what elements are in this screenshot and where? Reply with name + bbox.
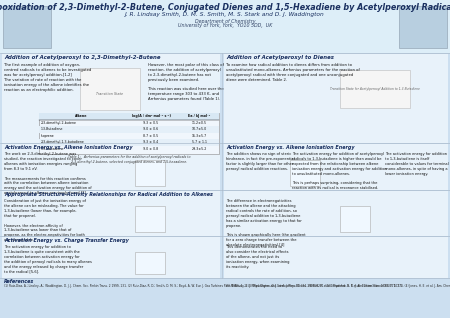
Bar bbox=[80, 68, 140, 110]
Bar bbox=[399, 6, 447, 48]
Text: To examine how radical addition to dienes differs from addition to
unsubstituted: To examine how radical addition to diene… bbox=[226, 63, 360, 82]
Text: 8.7 ± 0.5: 8.7 ± 0.5 bbox=[144, 134, 158, 138]
Text: This demonstrates the need to
also consider the electrical effects
of the alkene: This demonstrates the need to also consi… bbox=[226, 245, 289, 269]
Text: 15.3±5.7: 15.3±5.7 bbox=[191, 134, 207, 138]
Text: 10.7±5.0: 10.7±5.0 bbox=[191, 127, 207, 131]
Text: 2,3-dimethyl-1,3-butadiene: 2,3-dimethyl-1,3-butadiene bbox=[41, 140, 85, 144]
Text: 2,3-dimethyl-2-butene: 2,3-dimethyl-2-butene bbox=[41, 121, 77, 125]
Text: The activation energy for addition
to 1,3-butadiene is itself
considerable to va: The activation energy for addition to 1,… bbox=[385, 152, 449, 176]
Text: 1,3-Butadiene: 1,3-Butadiene bbox=[41, 127, 63, 131]
Text: log(A / dm³ mol⁻¹ s⁻¹): log(A / dm³ mol⁻¹ s⁻¹) bbox=[131, 114, 171, 118]
Text: The work on 2,3-dimethyl-2-butene was
studied, the reaction investigated to cove: The work on 2,3-dimethyl-2-butene was st… bbox=[4, 152, 92, 195]
Bar bbox=[0, 278, 450, 318]
Bar bbox=[2, 144, 220, 190]
Bar bbox=[39, 126, 219, 133]
Text: Appropriate Structure-Activity Relationships for Radical Addition to Alkenes: Appropriate Structure-Activity Relations… bbox=[4, 192, 213, 197]
Text: Activation Energy vs. Charge Transfer Energy: Activation Energy vs. Charge Transfer En… bbox=[4, 238, 129, 243]
Text: Isoprene: Isoprene bbox=[41, 134, 55, 138]
Bar bbox=[2, 54, 220, 143]
Text: 11.2±0.5: 11.2±0.5 bbox=[191, 121, 207, 125]
Bar bbox=[224, 144, 448, 190]
Bar bbox=[39, 113, 219, 154]
Text: 9.3 ± 0.5: 9.3 ± 0.5 bbox=[144, 121, 158, 125]
Text: Alkene: Alkene bbox=[75, 114, 87, 118]
Bar bbox=[224, 54, 448, 143]
Text: J. R. Lindsay Smith, D. M. S. Smith, M. S. Stark and D. J. Waddington: J. R. Lindsay Smith, D. M. S. Smith, M. … bbox=[125, 12, 325, 17]
Bar bbox=[135, 160, 165, 186]
Text: Activation Energy vs. Alkene Ionisation Energy: Activation Energy vs. Alkene Ionisation … bbox=[4, 145, 132, 150]
Text: The difference in electronegativities
between the alkene and the attacking
radic: The difference in electronegativities be… bbox=[226, 199, 306, 247]
Text: The activation energy for addition of acetylperoxyl
radicals to 1,3-butadiene is: The activation energy for addition of ac… bbox=[292, 152, 387, 190]
Text: Ea / kJ mol⁻¹: Ea / kJ mol⁻¹ bbox=[188, 114, 210, 118]
Text: The first example of addition of oxygen-
centred radicals to alkenes to be inves: The first example of addition of oxygen-… bbox=[4, 63, 91, 92]
Bar bbox=[340, 206, 370, 232]
Bar bbox=[290, 160, 320, 186]
Text: Department of Chemistry: Department of Chemistry bbox=[195, 18, 255, 24]
Bar bbox=[135, 206, 165, 232]
Text: (1) Ruiz-Diaz, A.; Lindley, A.; Waddington, D. J. J. Chem. Soc. Perkin Trans. 2 : (1) Ruiz-Diaz, A.; Lindley, A.; Waddingt… bbox=[4, 284, 403, 288]
Text: Consideration of just the ionisation energy of
the alkene can be misleading. The: Consideration of just the ionisation ene… bbox=[4, 199, 86, 242]
Bar bbox=[340, 70, 410, 108]
Text: 9.0 ± 0.8: 9.0 ± 0.8 bbox=[144, 147, 158, 151]
Text: (5) McAmory, E. J. Phys. Chem. and Combustion, 48, 111. (6) Nel, M. et al.; That: (5) McAmory, E. J. Phys. Chem. and Combu… bbox=[226, 284, 450, 288]
Text: 9.0 ± 0.6: 9.0 ± 0.6 bbox=[144, 127, 158, 131]
Text: Epoxidation of 2,3-Dimethyl-2-Butene, Conjugated Dienes and 1,5-Hexadiene by Ace: Epoxidation of 2,3-Dimethyl-2-Butene, Co… bbox=[0, 3, 450, 12]
Bar bbox=[135, 252, 165, 274]
Text: Table 1:   Arrhenius parameters for the addition of acetylperoxyl radicals to
2,: Table 1: Arrhenius parameters for the ad… bbox=[68, 155, 190, 164]
Text: Transition State for Acetylperoxyl Addition to 1,3-Butadiene: Transition State for Acetylperoxyl Addit… bbox=[330, 87, 420, 91]
Text: 29.3±5.2: 29.3±5.2 bbox=[191, 147, 207, 151]
Text: Activation Energy vs. Alkene Ionisation Energy: Activation Energy vs. Alkene Ionisation … bbox=[226, 145, 355, 150]
Text: References: References bbox=[4, 279, 34, 284]
Text: The activation energy for addition to
1,3-butadiene is quite consistent with the: The activation energy for addition to 1,… bbox=[4, 245, 92, 273]
Text: Transition State: Transition State bbox=[96, 92, 124, 96]
Bar bbox=[2, 237, 220, 278]
Text: 9.3 ± 0.4: 9.3 ± 0.4 bbox=[144, 140, 158, 144]
Bar bbox=[224, 191, 448, 236]
Text: 5.7 ± 1.1: 5.7 ± 1.1 bbox=[192, 140, 207, 144]
Bar bbox=[39, 139, 219, 146]
Text: Addition of Acetylperoxyl to Dienes: Addition of Acetylperoxyl to Dienes bbox=[226, 55, 334, 60]
Text: Addition of Acetylperoxyl to 2,3-Dimethyl-2-Butene: Addition of Acetylperoxyl to 2,3-Dimethy… bbox=[4, 55, 161, 60]
Text: The addition shows no sign of steric
hindrance, in fact the pre-exponential
fact: The addition shows no sign of steric hin… bbox=[226, 152, 295, 171]
Bar bbox=[0, 0, 450, 53]
Bar bbox=[39, 113, 219, 120]
Bar bbox=[3, 6, 51, 48]
Bar bbox=[224, 237, 448, 278]
Bar bbox=[2, 191, 220, 236]
Text: However, the most polar of this class of
reaction, the addition of acetylperoxyl: However, the most polar of this class of… bbox=[148, 63, 224, 101]
Text: 1,5-Hexadiene: 1,5-Hexadiene bbox=[41, 147, 64, 151]
Text: University of York, York,  YO10 5DD,  UK: University of York, York, YO10 5DD, UK bbox=[178, 23, 272, 27]
